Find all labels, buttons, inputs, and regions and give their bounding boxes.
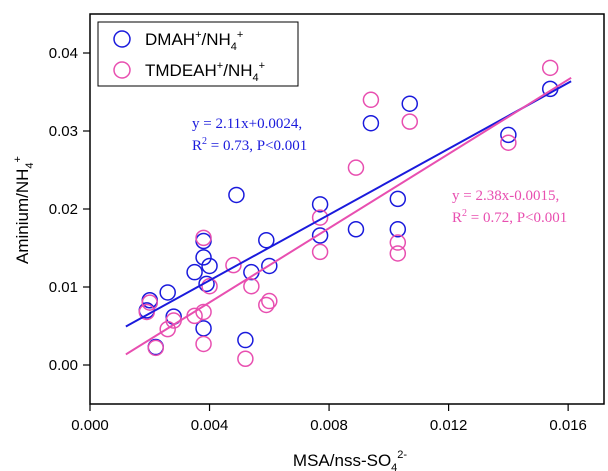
x-tick-label: 0.004 bbox=[191, 417, 229, 434]
data-point-dmah bbox=[198, 275, 215, 293]
data-point-dmah bbox=[347, 221, 365, 238]
data-point-dmah bbox=[195, 249, 212, 266]
annotation-dmah: y = 2.11x+0.0024, R2 = 0.73, P<0.001 bbox=[192, 116, 307, 154]
y-tick-label: 0.01 bbox=[49, 279, 78, 296]
y-tick-label: 0.00 bbox=[49, 357, 78, 374]
legend-label-dmah: DMAH+/NH4+ bbox=[145, 29, 243, 53]
data-point-tmdeah bbox=[261, 292, 278, 310]
fit-lines bbox=[125, 76, 572, 356]
data-point-tmdeah bbox=[362, 91, 380, 109]
data-point-dmah bbox=[362, 114, 380, 132]
data-point-tmdeah bbox=[225, 256, 242, 274]
data-point-tmdeah bbox=[500, 134, 517, 151]
legend-label-tmdeah: TMDEAH+/NH4+ bbox=[145, 60, 265, 84]
data-point-tmdeah bbox=[147, 339, 164, 357]
y-tick-label: 0.02 bbox=[49, 201, 78, 218]
legend-marker-dmah bbox=[113, 30, 131, 48]
data-point-tmdeah bbox=[195, 335, 212, 353]
data-point-tmdeah bbox=[258, 296, 275, 314]
fit-line-dmah bbox=[125, 80, 572, 328]
data-point-tmdeah bbox=[389, 245, 407, 262]
x-tick-label: 0.016 bbox=[549, 417, 587, 434]
data-point-tmdeah bbox=[237, 350, 254, 368]
fit-line-tmdeah bbox=[125, 76, 572, 356]
data-point-dmah bbox=[261, 257, 278, 275]
data-point-tmdeah bbox=[311, 243, 329, 261]
data-point-dmah bbox=[389, 190, 407, 208]
data-point-dmah bbox=[195, 232, 212, 250]
y-tick-label: 0.04 bbox=[49, 45, 78, 62]
data-point-tmdeah bbox=[141, 294, 159, 311]
data-point-dmah bbox=[258, 231, 275, 249]
data-point-dmah bbox=[201, 257, 218, 275]
data-point-dmah bbox=[311, 196, 329, 213]
data-point-tmdeah bbox=[401, 113, 419, 130]
y-tick-label: 0.03 bbox=[49, 123, 78, 140]
legend-box bbox=[97, 21, 299, 87]
data-point-tmdeah bbox=[347, 159, 365, 176]
data-point-dmah bbox=[311, 227, 329, 244]
data-point-dmah bbox=[401, 95, 419, 112]
legend-marker-tmdeah bbox=[113, 61, 131, 79]
y-axis-title: Aminium/NH4+ bbox=[12, 156, 36, 264]
annotation-tmdeah: y = 2.38x-0.0015, R2 = 0.72, P<0.001 bbox=[452, 188, 567, 226]
data-point-dmah bbox=[500, 126, 517, 144]
data-point-dmah bbox=[228, 186, 245, 204]
equation-tmdeah: y = 2.38x-0.0015, bbox=[452, 188, 559, 204]
data-point-dmah bbox=[186, 263, 203, 281]
x-tick-label: 0.012 bbox=[430, 417, 468, 434]
axis-ticks: 0.000 0.004 0.008 0.012 0.016 0.00 0.01 0.02 0.0… bbox=[49, 45, 587, 434]
data-point-tmdeah bbox=[195, 229, 212, 247]
x-tick-label: 0.000 bbox=[71, 417, 109, 434]
data-point-tmdeah bbox=[243, 277, 260, 295]
x-tick-label: 0.008 bbox=[310, 417, 348, 434]
data-point-dmah bbox=[237, 331, 254, 349]
equation-dmah: y = 2.11x+0.0024, bbox=[192, 116, 302, 132]
legend: DMAH+/NH4+ TMDEAH+/NH4+ bbox=[97, 21, 299, 87]
data-point-tmdeah bbox=[159, 320, 176, 338]
r-squared-tmdeah: R2 = 0.72, P<0.001 bbox=[452, 208, 567, 226]
data-point-tmdeah bbox=[541, 59, 559, 77]
x-axis-title: MSA/nss-SO42- bbox=[293, 449, 407, 471]
data-point-dmah bbox=[159, 284, 176, 301]
data-point-dmah bbox=[389, 221, 407, 238]
data-point-tmdeah bbox=[311, 209, 329, 226]
data-point-tmdeah bbox=[201, 277, 218, 295]
data-point-tmdeah bbox=[389, 234, 407, 251]
r-squared-dmah: R2 = 0.73, P<0.001 bbox=[192, 136, 307, 154]
